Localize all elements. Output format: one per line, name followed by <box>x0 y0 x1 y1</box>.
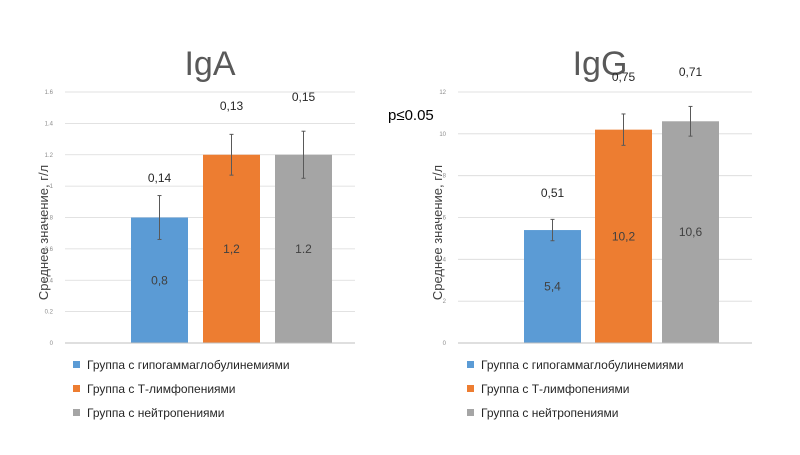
error-value-label: 0,51 <box>541 186 565 200</box>
bar-value-label: 1,2 <box>223 242 240 256</box>
y-tick-label: 2 <box>443 299 447 305</box>
bar-3 <box>662 121 719 344</box>
bar-1 <box>524 230 581 343</box>
chart-title: IgG <box>573 45 628 83</box>
y-tick-label: 4 <box>443 257 447 263</box>
legend-swatch <box>73 409 80 416</box>
y-tick-label: 8 <box>443 174 447 180</box>
error-value-label: 0,14 <box>148 171 172 185</box>
bar-value-label: 1.2 <box>295 242 312 256</box>
legend-label: Группа с Т-лимфопениями <box>481 382 629 396</box>
y-axis-label: Среднее значение, г/л <box>430 165 445 300</box>
bar-3 <box>275 154 332 343</box>
error-value-label: 0,71 <box>679 65 703 79</box>
y-axis-label: Среднее значение, г/л <box>36 165 51 300</box>
y-tick-label: 10 <box>439 132 446 138</box>
legend-label: Группа с гипогаммаглобулинемиями <box>481 358 684 372</box>
bar-value-label: 10,2 <box>612 229 636 243</box>
legend-swatch <box>73 361 80 368</box>
y-tick-label: 1.6 <box>45 90 54 96</box>
bar-value-label: 5,4 <box>544 280 561 294</box>
legend-label: Группа с Т-лимфопениями <box>87 382 235 396</box>
y-tick-label: 1.2 <box>45 153 54 159</box>
bar-value-label: 10,6 <box>679 225 703 239</box>
y-tick-label: 0 <box>50 341 54 347</box>
y-tick-label: 6 <box>443 216 447 222</box>
legend-label: Группа с гипогаммаглобулинемиями <box>87 358 290 372</box>
y-tick-label: 0 <box>443 341 447 347</box>
y-tick-label: 12 <box>439 90 446 96</box>
bar-2 <box>203 154 260 343</box>
legend: Группа с гипогаммаглобулинемиями Группа с… <box>467 358 684 420</box>
legend-label: Группа с нейтропениями <box>481 406 619 420</box>
bar-2 <box>595 129 652 343</box>
chart-panel-igg: IgG 0 2 4 6 8 10 12 Среднее значение, г/л 5,4 0,51… <box>430 45 752 420</box>
y-tick-label: 0.2 <box>45 310 54 316</box>
y-tick-label: 0.6 <box>45 247 54 253</box>
chart-panel-iga: IgA 0 0.2 0.4 0.6 0.8 1 1.2 1.4 1.6 Среднее значен… <box>36 45 355 420</box>
legend: Группа с гипогаммаглобулинемиями Группа с… <box>73 358 290 420</box>
legend-swatch <box>467 409 474 416</box>
y-tick-label: 0.8 <box>45 216 54 222</box>
error-value-label: 0,15 <box>292 90 316 104</box>
y-tick-label: 1.4 <box>45 121 54 127</box>
legend-swatch <box>467 361 474 368</box>
legend-swatch <box>73 385 80 392</box>
chart-title: IgA <box>184 45 235 83</box>
bar-value-label: 0,8 <box>151 273 168 287</box>
legend-label: Группа с нейтропениями <box>87 406 225 420</box>
p-value-annotation: p≤0.05 <box>388 107 434 124</box>
y-tick-label: 0.4 <box>45 278 54 284</box>
error-value-label: 0,13 <box>220 99 244 113</box>
error-value-label: 0,75 <box>612 70 636 84</box>
legend-swatch <box>467 385 474 392</box>
y-tick-label: 1 <box>50 184 54 190</box>
